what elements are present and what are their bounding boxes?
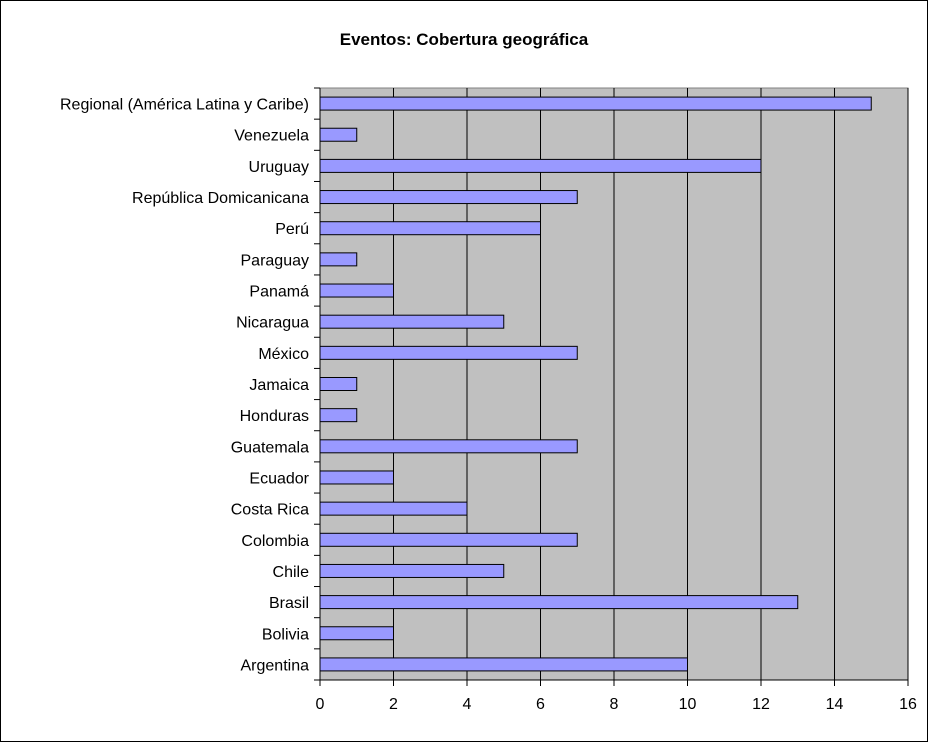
category-label-venezuela: Venezuela — [234, 128, 309, 145]
x-axis — [319, 679, 909, 686]
bar-mexico — [319, 345, 578, 360]
x-tick-label-0: 0 — [316, 696, 325, 713]
bar-paraguay — [319, 252, 358, 267]
category-label-bolivia: Bolivia — [262, 626, 309, 643]
category-label-republica-domicanicana: República Domicanicana — [132, 190, 309, 207]
bar-honduras — [319, 408, 358, 423]
category-label-brasil: Brasil — [269, 595, 309, 612]
category-label-colombia: Colombia — [241, 533, 309, 550]
x-tick-label-12: 12 — [752, 696, 770, 713]
x-tick-label-8: 8 — [610, 696, 619, 713]
bars — [319, 96, 872, 672]
chart-title: Eventos: Cobertura geográfica — [339, 30, 589, 49]
bar-republica-domicanicana — [319, 190, 578, 205]
bar-venezuela — [319, 127, 358, 142]
bar-brasil — [319, 595, 799, 610]
category-label-uruguay: Uruguay — [249, 159, 309, 176]
category-label-chile: Chile — [273, 564, 310, 581]
category-label-argentina: Argentina — [241, 657, 310, 674]
bar-nicaragua — [319, 314, 505, 329]
bar-regional-america-latina-y-caribe — [319, 96, 872, 111]
category-label-nicaragua: Nicaragua — [236, 315, 309, 332]
bar-bolivia — [319, 626, 394, 641]
bar-peru — [319, 221, 541, 236]
category-label-paraguay: Paraguay — [241, 252, 310, 269]
x-tick-label-16: 16 — [899, 696, 917, 713]
category-label-mexico: México — [258, 346, 309, 363]
bar-argentina — [319, 657, 688, 672]
bar-jamaica — [319, 377, 358, 391]
category-label-honduras: Honduras — [240, 408, 309, 425]
bar-costa-rica — [319, 501, 468, 516]
gridlines — [393, 88, 909, 680]
bar-panama — [319, 283, 394, 298]
category-label-jamaica: Jamaica — [249, 377, 309, 394]
x-tick-labels: 0 2 4 6 8 10 12 14 16 — [316, 696, 917, 713]
category-label-peru: Perú — [275, 221, 309, 238]
category-label-ecuador: Ecuador — [249, 470, 309, 487]
bar-guatemala — [319, 439, 578, 454]
category-label-costa-rica: Costa Rica — [231, 502, 309, 519]
x-tick-label-10: 10 — [679, 696, 697, 713]
y-axis — [314, 87, 321, 681]
x-tick-label-2: 2 — [389, 696, 398, 713]
category-label-guatemala: Guatemala — [231, 439, 309, 456]
x-tick-label-14: 14 — [826, 696, 844, 713]
x-tick-label-4: 4 — [463, 696, 472, 713]
category-label-panama: Panamá — [249, 284, 309, 301]
category-label-regional-america-latina-y-caribe: Regional (América Latina y Caribe) — [60, 97, 309, 114]
bar-chile — [319, 563, 505, 578]
bar-ecuador — [319, 470, 394, 485]
x-tick-label-6: 6 — [536, 696, 545, 713]
y-tick-labels: Regional (América Latina y Caribe) Venezu… — [60, 97, 310, 675]
bar-uruguay — [319, 158, 762, 173]
bar-colombia — [319, 532, 578, 547]
